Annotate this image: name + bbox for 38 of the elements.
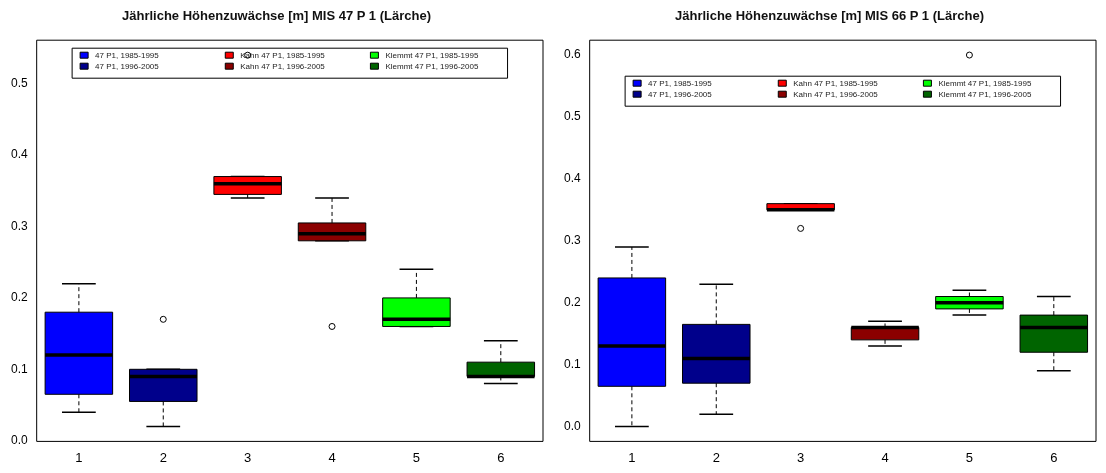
y-tick-label: 0.6 [563, 47, 581, 62]
y-tick-label: 0.3 [563, 233, 581, 248]
chart-title: Jährliche Höhenzuwächse [m] MIS 66 P 1 (Lärche) [674, 8, 985, 23]
legend-label: 47 P1, 1996-2005 [95, 62, 160, 72]
x-tick-label: 3 [244, 449, 252, 465]
x-tick-label: 4 [881, 449, 889, 465]
y-tick-label: 0.4 [563, 171, 581, 186]
legend-label: Klemmt 47 P1, 1985-1995 [385, 51, 479, 61]
x-tick-label: 4 [328, 449, 336, 465]
y-tick-label: 0.3 [10, 218, 28, 233]
x-tick-label: 2 [159, 449, 167, 465]
y-tick-label: 0.0 [563, 418, 581, 433]
y-tick-label: 0.1 [563, 356, 581, 371]
x-tick-label: 6 [497, 449, 505, 465]
y-tick-label: 0.1 [10, 361, 28, 376]
y-tick-label: 0.5 [10, 76, 28, 91]
legend-label: 47 P1, 1996-2005 [648, 90, 713, 100]
legend-label: Klemmt 47 P1, 1996-2005 [938, 90, 1032, 100]
y-tick-label: 0.0 [10, 433, 28, 447]
y-tick-label: 0.5 [563, 109, 581, 124]
x-tick-label: 2 [712, 449, 720, 465]
legend-label: Klemmt 47 P1, 1985-1995 [938, 79, 1032, 89]
y-tick-label: 0.2 [10, 290, 28, 305]
chart-title: Jährliche Höhenzuwächse [m] MIS 47 P 1 (Lärche) [121, 8, 432, 23]
x-tick-label: 1 [628, 449, 636, 465]
y-tick-label: 0.4 [10, 147, 28, 162]
x-tick-label: 5 [412, 449, 421, 465]
y-tick-label: 0.2 [563, 295, 581, 310]
legend-label: 47 P1, 1985-1995 [95, 51, 160, 61]
legend-label: Klemmt 47 P1, 1996-2005 [385, 62, 479, 72]
legend-label: 47 P1, 1985-1995 [648, 79, 713, 89]
x-tick-label: 3 [797, 449, 805, 465]
legend-label: Kahn 47 P1, 1996-2005 [240, 62, 326, 72]
x-tick-label: 1 [75, 449, 83, 465]
x-tick-label: 6 [1050, 449, 1058, 465]
x-tick-label: 5 [965, 449, 974, 465]
legend-label: Kahn 47 P1, 1996-2005 [793, 90, 879, 100]
legend-label: Kahn 47 P1, 1985-1995 [793, 79, 879, 89]
